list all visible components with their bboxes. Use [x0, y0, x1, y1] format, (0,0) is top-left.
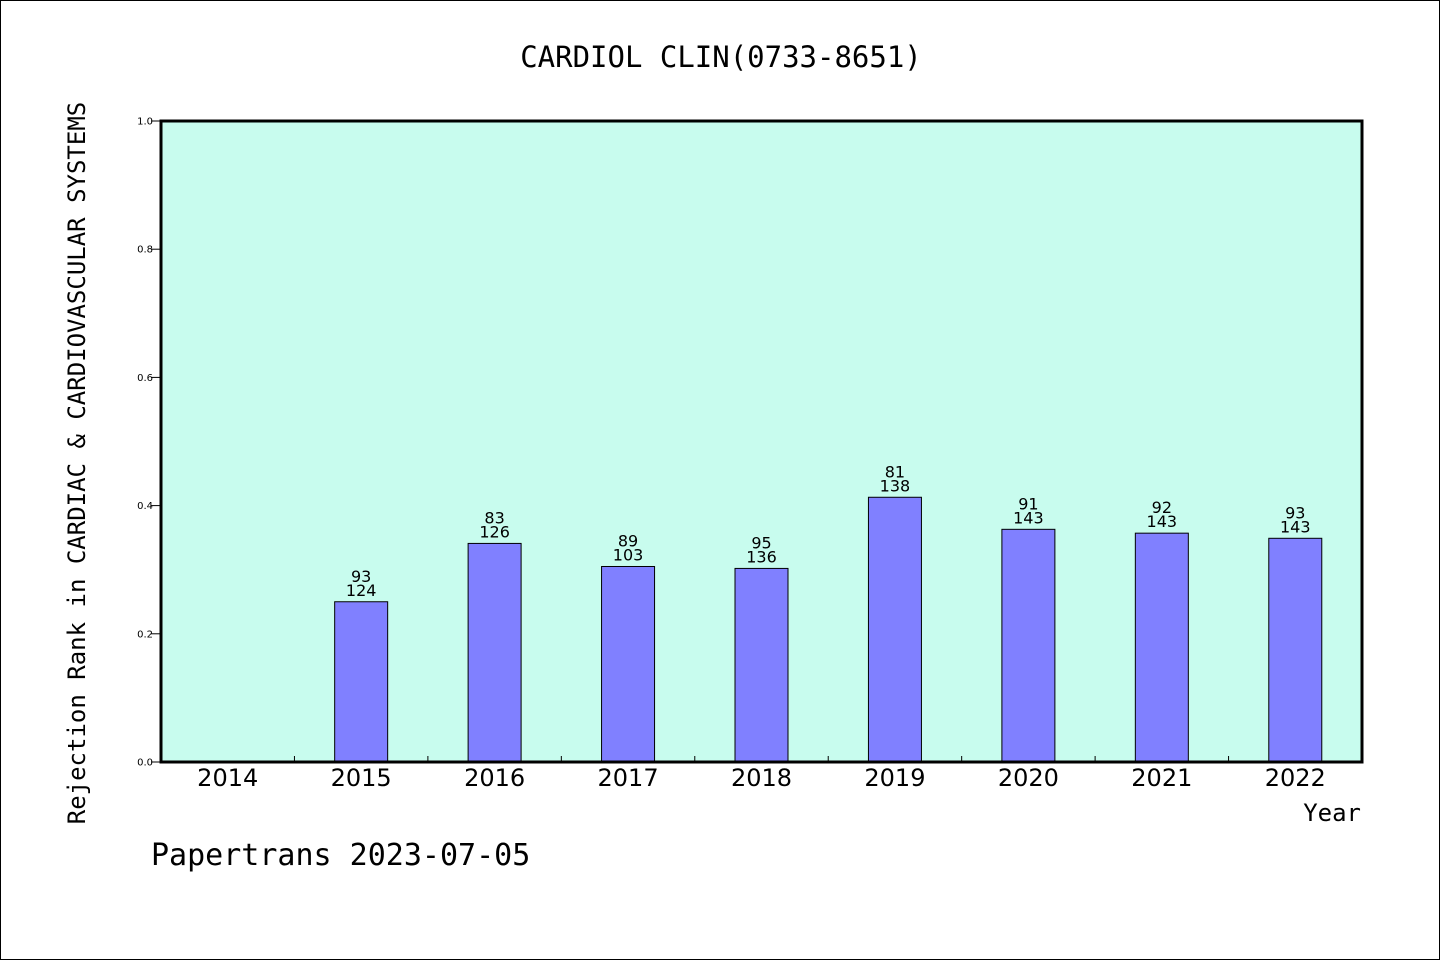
- bar-label-top: 81: [885, 462, 905, 481]
- x-tick-label: 2021: [1131, 764, 1192, 792]
- bar-label-top: 93: [351, 567, 371, 586]
- bar: [334, 601, 389, 763]
- bar-series: [334, 496, 1323, 763]
- plot-border: [159, 119, 1364, 764]
- bar: [734, 567, 789, 763]
- footer-caption: Papertrans 2023-07-05: [151, 838, 530, 873]
- bar: [1001, 528, 1056, 763]
- x-tick-label: 2017: [598, 764, 659, 792]
- x-tick-label: 2016: [464, 764, 525, 792]
- bar-label-top: 92: [1152, 498, 1172, 517]
- bar: [601, 565, 656, 763]
- x-tick-label: 2022: [1265, 764, 1326, 792]
- bar-label-bottom: 138: [880, 476, 911, 495]
- y-tick-label: 1.0: [137, 117, 153, 128]
- bar: [1134, 532, 1189, 763]
- bar-label-bottom: 126: [479, 522, 510, 541]
- y-axis: 0.0 0.2 0.4 0.6 0.8 1.0: [137, 117, 161, 769]
- x-tick-label: 2018: [731, 764, 792, 792]
- bar: [467, 542, 522, 763]
- chart-title: CARDIOL CLIN(0733-8651): [520, 40, 922, 74]
- x-tick-label: 2019: [864, 764, 925, 792]
- bar-label-bottom: 103: [613, 545, 644, 564]
- bar-label-bottom: 136: [746, 547, 777, 566]
- y-tick-label: 0.4: [137, 501, 153, 512]
- x-axis-label: Year: [1303, 799, 1361, 827]
- y-tick-label: 0.0: [137, 758, 153, 769]
- bar-label-top: 91: [1018, 494, 1038, 513]
- y-tick-label: 0.6: [137, 373, 153, 384]
- bar-label-top: 83: [484, 508, 504, 527]
- bar-label-top: 95: [751, 533, 771, 552]
- bar-label-bottom: 143: [1147, 512, 1178, 531]
- x-tick-label: 2014: [197, 764, 258, 792]
- x-tick-label: 2020: [998, 764, 1059, 792]
- bar-label-bottom: 143: [1013, 508, 1044, 527]
- y-tick-label: 0.2: [137, 629, 153, 640]
- bar-label-top: 89: [618, 531, 638, 550]
- y-tick-label: 0.8: [137, 245, 153, 256]
- bar: [1268, 537, 1323, 763]
- bar: [867, 496, 922, 763]
- y-axis-label: Rejection Rank in CARDIAC & CARDIOVASCUL…: [63, 102, 91, 824]
- x-tick-label: 2015: [331, 764, 392, 792]
- bar-label-bottom: 124: [346, 581, 377, 600]
- bar-label-top: 93: [1285, 503, 1305, 522]
- bar-label-bottom: 143: [1280, 517, 1311, 536]
- x-axis: 2014 2015 2016 2017 2018 2019 2020 2021 2022: [197, 756, 1326, 792]
